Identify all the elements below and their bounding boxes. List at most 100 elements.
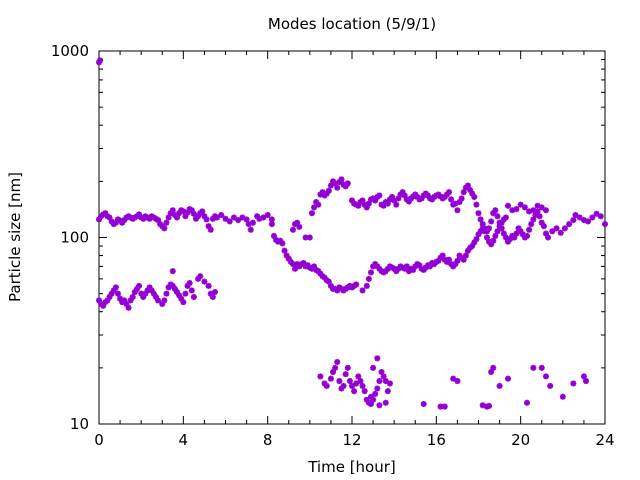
data-point <box>492 207 499 214</box>
data-point <box>448 261 455 268</box>
data-point <box>488 218 495 225</box>
data-point <box>119 219 126 226</box>
data-point <box>353 281 360 288</box>
data-point <box>367 393 374 400</box>
data-point <box>207 290 214 297</box>
data-point <box>327 282 334 289</box>
data-point <box>121 297 128 304</box>
data-point <box>359 197 366 204</box>
data-point <box>391 265 398 272</box>
data-point <box>401 265 408 272</box>
data-point <box>163 219 170 226</box>
data-point <box>140 293 147 300</box>
data-point <box>505 375 512 382</box>
data-point <box>199 208 206 215</box>
x-tick-label: 12 <box>342 431 361 449</box>
data-point <box>144 287 151 294</box>
data-point <box>454 207 461 214</box>
data-point <box>412 263 419 270</box>
data-point <box>486 402 493 409</box>
data-point <box>176 292 183 299</box>
data-point <box>454 378 461 385</box>
data-point <box>353 380 360 387</box>
data-point <box>148 287 155 294</box>
data-point <box>277 237 284 244</box>
data-point <box>405 268 412 275</box>
data-point <box>304 262 311 269</box>
data-point <box>205 282 212 289</box>
data-point <box>230 214 237 221</box>
data-point <box>439 252 446 259</box>
data-point <box>367 269 374 276</box>
data-point <box>363 204 370 211</box>
data-point <box>481 225 488 232</box>
data-point <box>330 369 337 376</box>
data-point <box>129 293 136 300</box>
data-point <box>323 382 330 389</box>
data-point <box>420 266 427 273</box>
data-point <box>306 234 313 241</box>
data-point <box>526 226 533 233</box>
data-point <box>131 289 138 296</box>
data-point <box>161 297 168 304</box>
data-point <box>450 263 457 270</box>
data-point <box>540 223 547 230</box>
data-point <box>561 225 568 232</box>
data-point <box>311 204 318 211</box>
data-point <box>593 210 600 217</box>
data-point <box>167 210 174 217</box>
data-point <box>570 217 577 224</box>
data-point <box>146 215 153 222</box>
data-point <box>427 263 434 270</box>
data-point <box>479 221 486 228</box>
data-point <box>589 214 596 221</box>
data-point <box>294 219 301 226</box>
data-point <box>96 216 102 223</box>
data-point <box>376 265 383 272</box>
data-point <box>249 219 256 226</box>
data-point <box>321 274 328 281</box>
data-point <box>458 195 465 202</box>
data-point <box>467 186 474 193</box>
data-point <box>106 214 113 221</box>
data-point <box>511 234 518 241</box>
data-point <box>496 382 503 389</box>
data-point <box>372 197 379 204</box>
data-point <box>452 261 459 268</box>
data-point <box>471 239 478 246</box>
data-point <box>292 265 299 272</box>
data-point <box>361 201 368 208</box>
data-point <box>182 213 189 220</box>
data-point <box>530 216 537 223</box>
data-point <box>174 214 181 221</box>
data-point <box>580 217 587 224</box>
data-point <box>370 396 377 403</box>
data-point <box>332 364 339 371</box>
data-point <box>308 265 315 272</box>
data-point <box>382 399 389 406</box>
data-point <box>547 382 554 389</box>
data-point <box>357 378 364 385</box>
data-point <box>351 388 358 395</box>
data-point <box>332 180 339 187</box>
data-point <box>479 402 486 409</box>
data-point <box>363 282 370 289</box>
data-point <box>315 201 322 208</box>
data-point <box>355 373 362 380</box>
data-point <box>391 197 398 204</box>
data-point <box>523 399 530 406</box>
data-point <box>424 192 431 199</box>
data-point <box>283 252 290 259</box>
data-point <box>549 228 556 235</box>
data-point <box>382 378 389 385</box>
data-point <box>393 201 400 208</box>
data-point <box>268 221 275 228</box>
data-point <box>452 200 459 207</box>
data-point <box>410 266 417 273</box>
data-point <box>97 57 104 64</box>
data-point <box>418 195 425 202</box>
data-point <box>188 207 195 214</box>
data-point <box>545 234 552 241</box>
data-point <box>553 225 560 232</box>
data-point <box>483 228 490 235</box>
